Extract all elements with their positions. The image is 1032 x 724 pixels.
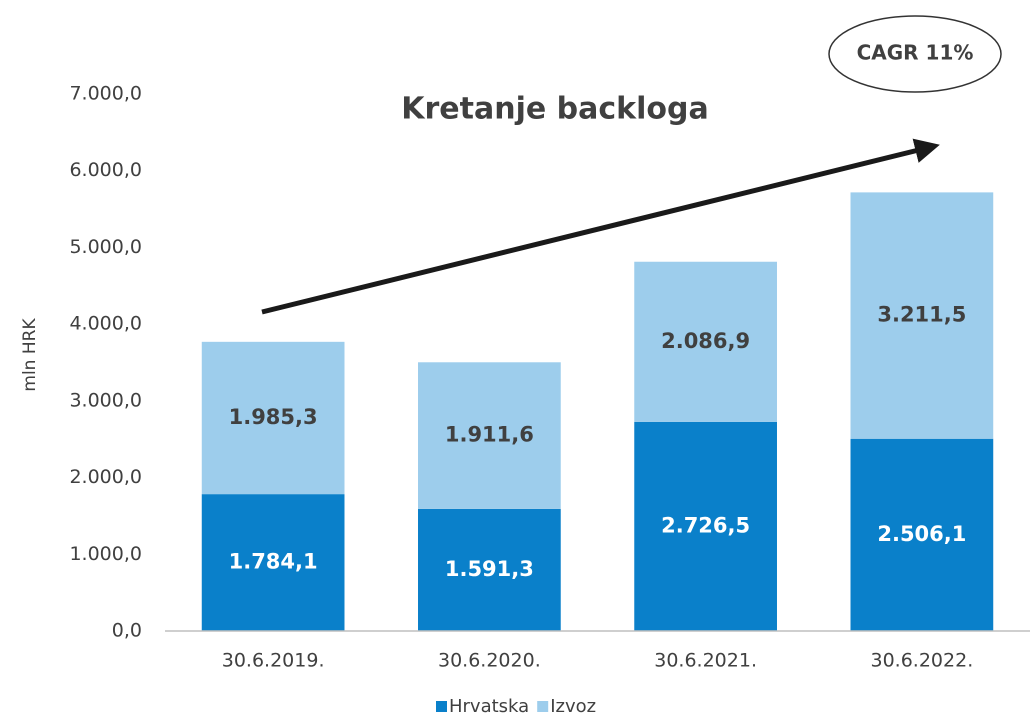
- legend-label: Hrvatska: [449, 696, 529, 717]
- data-label: 2.086,9: [661, 329, 750, 353]
- data-label: 1.591,3: [445, 557, 534, 581]
- annotation-ellipse: [828, 15, 1002, 93]
- bar-segment: [634, 421, 777, 631]
- bar-segment: [201, 494, 345, 631]
- x-tick-label: 30.6.2020.: [438, 650, 541, 672]
- x-tick-label: 30.6.2019.: [222, 650, 325, 672]
- legend-swatch: [436, 701, 447, 712]
- chart-title: Kretanje backloga: [401, 92, 708, 127]
- data-label: 2.506,1: [877, 522, 966, 546]
- x-tick-label: 30.6.2022.: [871, 650, 974, 672]
- y-tick-label: 0,0: [112, 620, 142, 642]
- legend-label: Izvoz: [550, 696, 596, 717]
- y-tick-label: 5.000,0: [69, 236, 142, 258]
- data-label: 3.211,5: [877, 303, 966, 327]
- bar-segment: [418, 508, 561, 631]
- y-tick-label: 7.000,0: [69, 83, 142, 105]
- bar-segment: [850, 192, 994, 439]
- data-label: 2.726,5: [661, 513, 750, 537]
- y-tick-label: 3.000,0: [69, 389, 142, 411]
- y-tick-label: 4.000,0: [69, 313, 142, 335]
- data-label: 1.784,1: [229, 550, 318, 574]
- bar-segment: [850, 438, 994, 631]
- data-label: 1.911,6: [445, 423, 534, 447]
- y-axis-label: mln HRK: [20, 318, 40, 392]
- trend-arrow: [261, 138, 940, 315]
- y-tick-label: 6.000,0: [69, 159, 142, 181]
- bar-segment: [418, 362, 561, 509]
- legend-swatch: [537, 701, 549, 712]
- x-tick-label: 30.6.2021.: [654, 650, 757, 672]
- data-label: 1.985,3: [229, 405, 318, 429]
- y-tick-label: 1.000,0: [69, 543, 142, 565]
- bar-segment: [634, 261, 777, 422]
- annotation: CAGR 11%: [857, 41, 974, 65]
- y-tick-label: 2.000,0: [69, 466, 142, 488]
- bar-segment: [201, 341, 345, 495]
